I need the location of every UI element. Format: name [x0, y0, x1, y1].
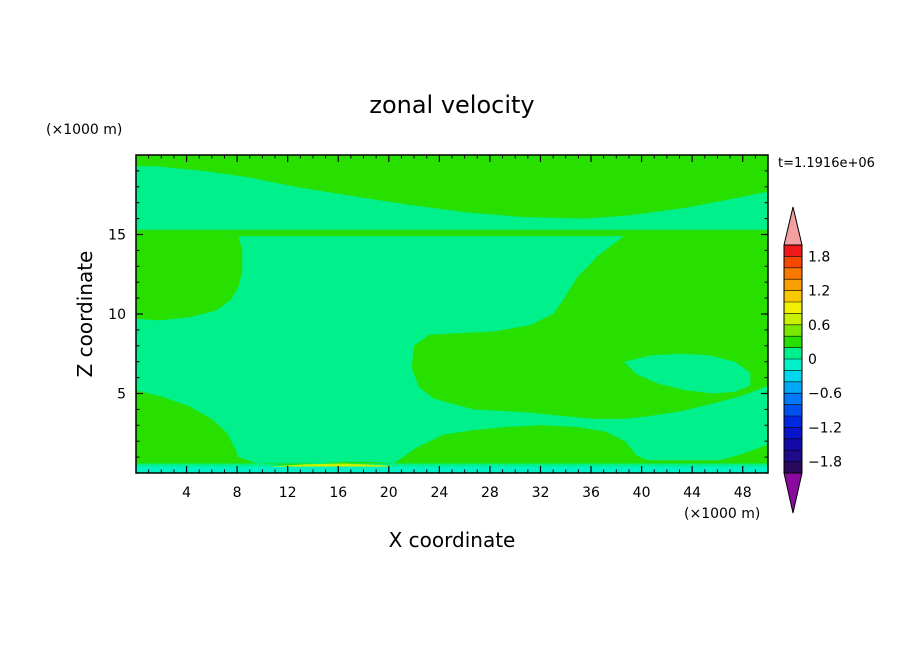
- contour-region-high: [393, 425, 768, 464]
- colorbar-swatch: [784, 370, 802, 382]
- colorbar-swatch: [784, 393, 802, 405]
- chart-title: zonal velocity: [369, 91, 534, 119]
- colorbar-swatch: [784, 302, 802, 314]
- contour-region-low: [623, 353, 751, 394]
- colorbar-swatch: [784, 359, 802, 371]
- x-axis-label: X coordinate: [389, 528, 516, 552]
- colorbar-swatch: [784, 267, 802, 280]
- y-tick-label: 15: [108, 228, 126, 244]
- colorbar-swatch: [784, 461, 802, 473]
- colorbar-swatch: [784, 438, 802, 451]
- x-tick-label: 4: [182, 485, 191, 501]
- colorbar-swatch: [784, 381, 802, 394]
- contour-region-high: [136, 229, 768, 237]
- colorbar-swatch: [784, 324, 802, 337]
- colorbar-tick-label: −1.8: [808, 455, 842, 471]
- x-tick-label: 40: [633, 485, 651, 501]
- x-tick-label: 44: [683, 485, 701, 501]
- x-tick-label: 36: [582, 485, 600, 501]
- y-tick-label: 5: [117, 387, 126, 403]
- x-tick-label: 28: [481, 485, 499, 501]
- x-tick-label: 8: [233, 485, 242, 501]
- x-tick-label: 12: [279, 485, 297, 501]
- colorbar-swatch: [784, 427, 802, 439]
- colorbar-swatch: [784, 416, 802, 428]
- colorbar-swatch: [784, 290, 802, 302]
- contour-region-high: [136, 390, 394, 466]
- colorbar-over-arrow: [783, 206, 803, 246]
- colorbar-swatch: [784, 256, 802, 268]
- colorbar-tick-label: 0: [808, 352, 817, 368]
- x-tick-label: 48: [734, 485, 752, 501]
- colorbar-under-arrow: [783, 472, 803, 514]
- colorbar: 1.8 1.2 0.6 0 −0.6 −1.2 −1.8: [783, 206, 842, 514]
- x-axis: 4 8 12 16 20 24 28 32 36 40 44 48: [148, 155, 756, 501]
- colorbar-swatch: [784, 347, 802, 359]
- colorbar-tick-label: 1.8: [808, 249, 830, 265]
- y-axis-label: Z coordinate: [73, 251, 97, 378]
- contour-region-high: [136, 155, 768, 219]
- y-axis: 5 10 15: [108, 170, 768, 458]
- colorbar-swatch: [784, 279, 802, 291]
- x-tick-label: 20: [380, 485, 398, 501]
- colorbar-tick-label: 0.6: [808, 318, 830, 334]
- y-tick-label: 10: [108, 307, 126, 323]
- colorbar-swatch: [784, 245, 802, 257]
- time-label: t=1.1916e+06: [778, 156, 875, 171]
- x-tick-label: 16: [329, 485, 347, 501]
- contour-region-surface_max: [268, 463, 394, 467]
- contour-region-high: [136, 236, 243, 321]
- colorbar-swatch: [784, 313, 802, 325]
- colorbar-swatch: [784, 336, 802, 348]
- contour-fill-layer: [136, 155, 768, 473]
- colorbar-tick-label: 1.2: [808, 284, 830, 300]
- colorbar-tick-label: −1.2: [808, 420, 842, 436]
- colorbar-swatch: [784, 450, 802, 462]
- colorbar-tick-label: −0.6: [808, 386, 842, 402]
- y-unit-label: (×1000 m): [46, 122, 122, 138]
- colorbar-swatch: [784, 404, 802, 416]
- x-tick-label: 24: [430, 485, 448, 501]
- x-tick-label: 32: [532, 485, 550, 501]
- x-unit-label: (×1000 m): [684, 506, 760, 522]
